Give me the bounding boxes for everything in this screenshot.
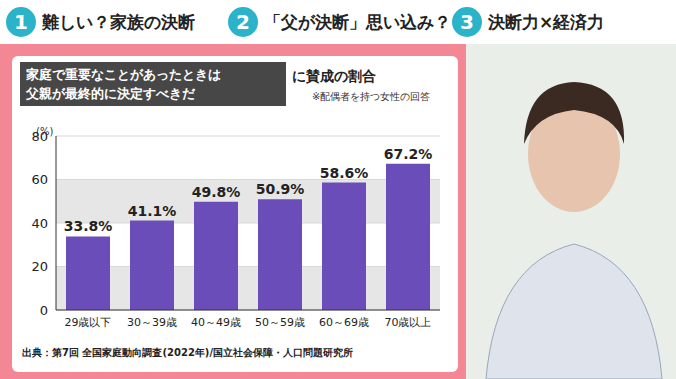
html-text:3: 3 [460,10,474,34]
svg-text:49.8%: 49.8% [192,184,241,200]
svg-text:50.9%: 50.9% [256,181,305,197]
html-text:家庭で重要なことがあったときは: 家庭で重要なことがあったときは [26,67,221,82]
svg-text:50～59歳: 50～59歳 [255,316,305,329]
html-text:2: 2 [236,10,250,34]
html-text:「父が決断」思い込み？: 「父が決断」思い込み？ [264,11,451,32]
html-text:※配偶者を持つ女性の回答: ※配偶者を持つ女性の回答 [312,91,431,102]
svg-text:41.1%: 41.1% [128,203,177,219]
html-text:父親が最終的に決定すべきだ: 父親が最終的に決定すべきだ [26,86,195,101]
html-text:に賛成の割合: に賛成の割合 [292,68,376,84]
html-text:難しい？家族の決断: 難しい？家族の決断 [42,11,195,32]
svg-text:58.6%: 58.6% [320,165,369,181]
svg-text:40～49歳: 40～49歳 [191,316,241,329]
svg-text:60: 60 [31,172,48,187]
svg-text:0: 0 [40,303,48,318]
html-text:決断力×経済力: 決断力×経済力 [488,11,605,32]
svg-text:80: 80 [31,129,48,144]
html-text:出典：第7回 全国家庭動向調査(2022年)/国立社会保障・: 出典：第7回 全国家庭動向調査(2022年)/国立社会保障・人口問題研究所 [22,347,354,358]
svg-text:40: 40 [31,216,48,231]
svg-text:70歳以上: 70歳以上 [385,316,432,329]
svg-text:29歳以下: 29歳以下 [65,316,112,329]
svg-text:20: 20 [31,259,48,274]
svg-text:60～69歳: 60～69歳 [319,316,369,329]
html-text:1: 1 [14,10,28,34]
svg-text:30～39歳: 30～39歳 [127,316,177,329]
svg-text:33.8%: 33.8% [64,218,113,234]
svg-text:67.2%: 67.2% [384,146,433,162]
